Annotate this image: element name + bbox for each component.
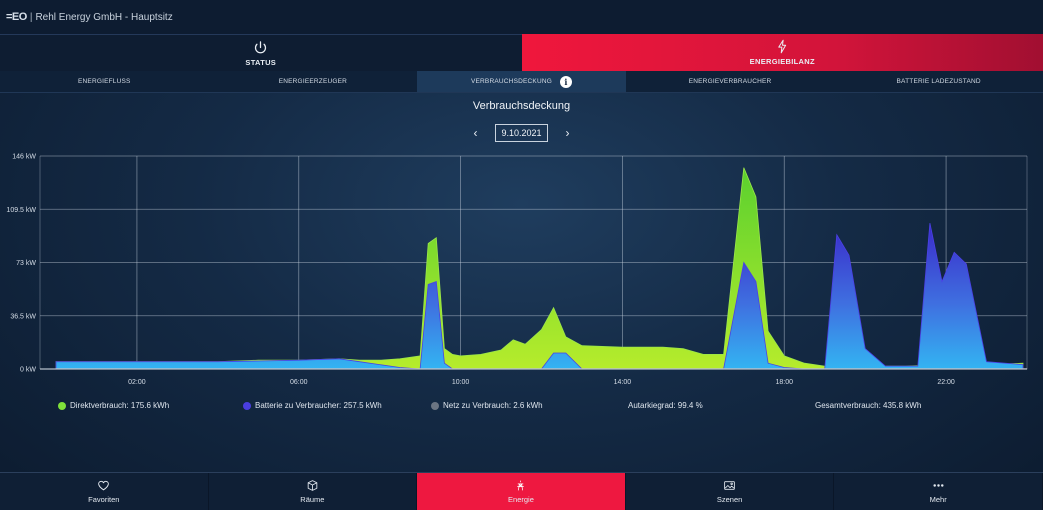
consumption-chart: 0 kW 36.5 kW 73 kW 109.5 kW 146 kW 02:00 06:00…: [6, 154, 1028, 386]
legend-label-grid: Netz zu Verbrauch: 2.6 kWh: [443, 401, 543, 410]
nav-raeume[interactable]: Räume: [209, 473, 418, 510]
subtab-energiefluss[interactable]: ENERGIEFLUSS: [0, 71, 209, 92]
subtab-label: BATTERIE LADEZUSTAND: [896, 78, 981, 85]
y-tick-label: 73 kW: [16, 260, 36, 267]
nav-energie[interactable]: Energie: [417, 473, 626, 510]
info-icon[interactable]: i: [560, 75, 573, 88]
page-title: Verbrauchsdeckung: [472, 100, 571, 112]
chart-legend: Direktverbrauch: 175.6 kWh Batterie zu V…: [0, 401, 1043, 415]
x-tick-label: 18:00: [775, 379, 793, 386]
subtab-verbrauchsdeckung[interactable]: VERBRAUCHSDECKUNG i: [417, 71, 626, 92]
power-icon: [255, 40, 267, 53]
cube-icon: [307, 480, 318, 491]
legend-label-battery: Batterie zu Verbraucher: 257.5 kWh: [255, 401, 382, 410]
legend-grid: Netz zu Verbrauch: 2.6 kWh: [431, 401, 543, 410]
legend-dot-battery: [243, 401, 251, 410]
legend-battery: Batterie zu Verbraucher: 257.5 kWh: [243, 401, 382, 410]
autarky-label: Autarkiegrad: 99.4 %: [628, 401, 703, 410]
main-tabs: STATUS ENERGIEBILANZ: [0, 34, 1043, 71]
autarky-stat: Autarkiegrad: 99.4 %: [628, 401, 703, 410]
nav-szenen[interactable]: Szenen: [626, 473, 835, 510]
nav-label: Mehr: [929, 495, 947, 504]
legend-direct: Direktverbrauch: 175.6 kWh: [58, 401, 169, 410]
x-tick-label: 14:00: [614, 379, 632, 386]
total-consumption-stat: Gesamtverbrauch: 435.8 kWh: [815, 401, 921, 410]
nav-label: Räume: [300, 495, 325, 504]
date-field[interactable]: 9.10.2021: [495, 124, 548, 142]
subtab-batterie-ladezustand[interactable]: BATTERIE LADEZUSTAND: [834, 71, 1043, 92]
legend-dot-direct: [58, 401, 66, 410]
subtab-energieerzeuger[interactable]: ENERGIEERZEUGER: [209, 71, 418, 92]
legend-label-direct: Direktverbrauch: 175.6 kWh: [70, 401, 170, 410]
nav-label: Szenen: [716, 495, 743, 504]
tab-status[interactable]: STATUS: [0, 34, 522, 71]
total-consumption-label: Gesamtverbrauch: 435.8 kWh: [815, 401, 922, 410]
image-icon: [724, 481, 735, 490]
nav-favoriten[interactable]: Favoriten: [0, 473, 209, 510]
subtab-label: ENERGIEERZEUGER: [278, 78, 348, 85]
more-dots-icon: [933, 484, 944, 487]
sub-tabs: ENERGIEFLUSS ENERGIEERZEUGER VERBRAUCHSD…: [0, 71, 1043, 93]
subtab-energieverbraucher[interactable]: ENERGIEVERBRAUCHER: [626, 71, 835, 92]
x-tick-label: 10:00: [452, 379, 470, 386]
y-tick-label: 0 kW: [20, 367, 36, 374]
x-tick-label: 22:00: [937, 379, 955, 386]
bottom-nav: Favoriten Räume Energie Szenen Mehr: [0, 472, 1043, 510]
y-tick-label: 146 kW: [12, 154, 36, 161]
energy-icon: [517, 480, 525, 491]
date-navigator: ‹ 9.10.2021 ›: [0, 122, 1043, 144]
title-separator: |: [29, 11, 33, 23]
tab-energiebilanz-label: ENERGIEBILANZ: [749, 57, 815, 66]
x-tick-label: 02:00: [128, 379, 146, 386]
y-tick-label: 109.5 kW: [6, 207, 36, 214]
lightning-icon: [778, 39, 786, 54]
subtab-label: VERBRAUCHSDECKUNG: [470, 78, 553, 85]
subtab-label: ENERGIEFLUSS: [77, 78, 131, 85]
heart-icon: [98, 480, 110, 491]
subtab-label: ENERGIEVERBRAUCHER: [688, 78, 772, 85]
nav-mehr[interactable]: Mehr: [834, 473, 1043, 510]
chevron-left-icon[interactable]: ‹: [473, 126, 478, 140]
chevron-right-icon[interactable]: ›: [565, 126, 570, 140]
nav-label: Favoriten: [88, 495, 120, 504]
x-tick-label: 06:00: [290, 379, 308, 386]
tab-status-label: STATUS: [245, 57, 277, 67]
app-logo: =EO: [6, 11, 27, 23]
title-bar: =EO | Rehl Energy GmbH - Hauptsitz: [0, 0, 1043, 34]
site-title: Rehl Energy GmbH - Hauptsitz: [35, 11, 173, 23]
legend-dot-grid: [431, 401, 439, 410]
y-tick-label: 36.5 kW: [10, 313, 36, 320]
nav-label: Energie: [508, 495, 534, 504]
series-area-direct: [55, 167, 1024, 370]
tab-energiebilanz[interactable]: ENERGIEBILANZ: [521, 34, 1043, 71]
